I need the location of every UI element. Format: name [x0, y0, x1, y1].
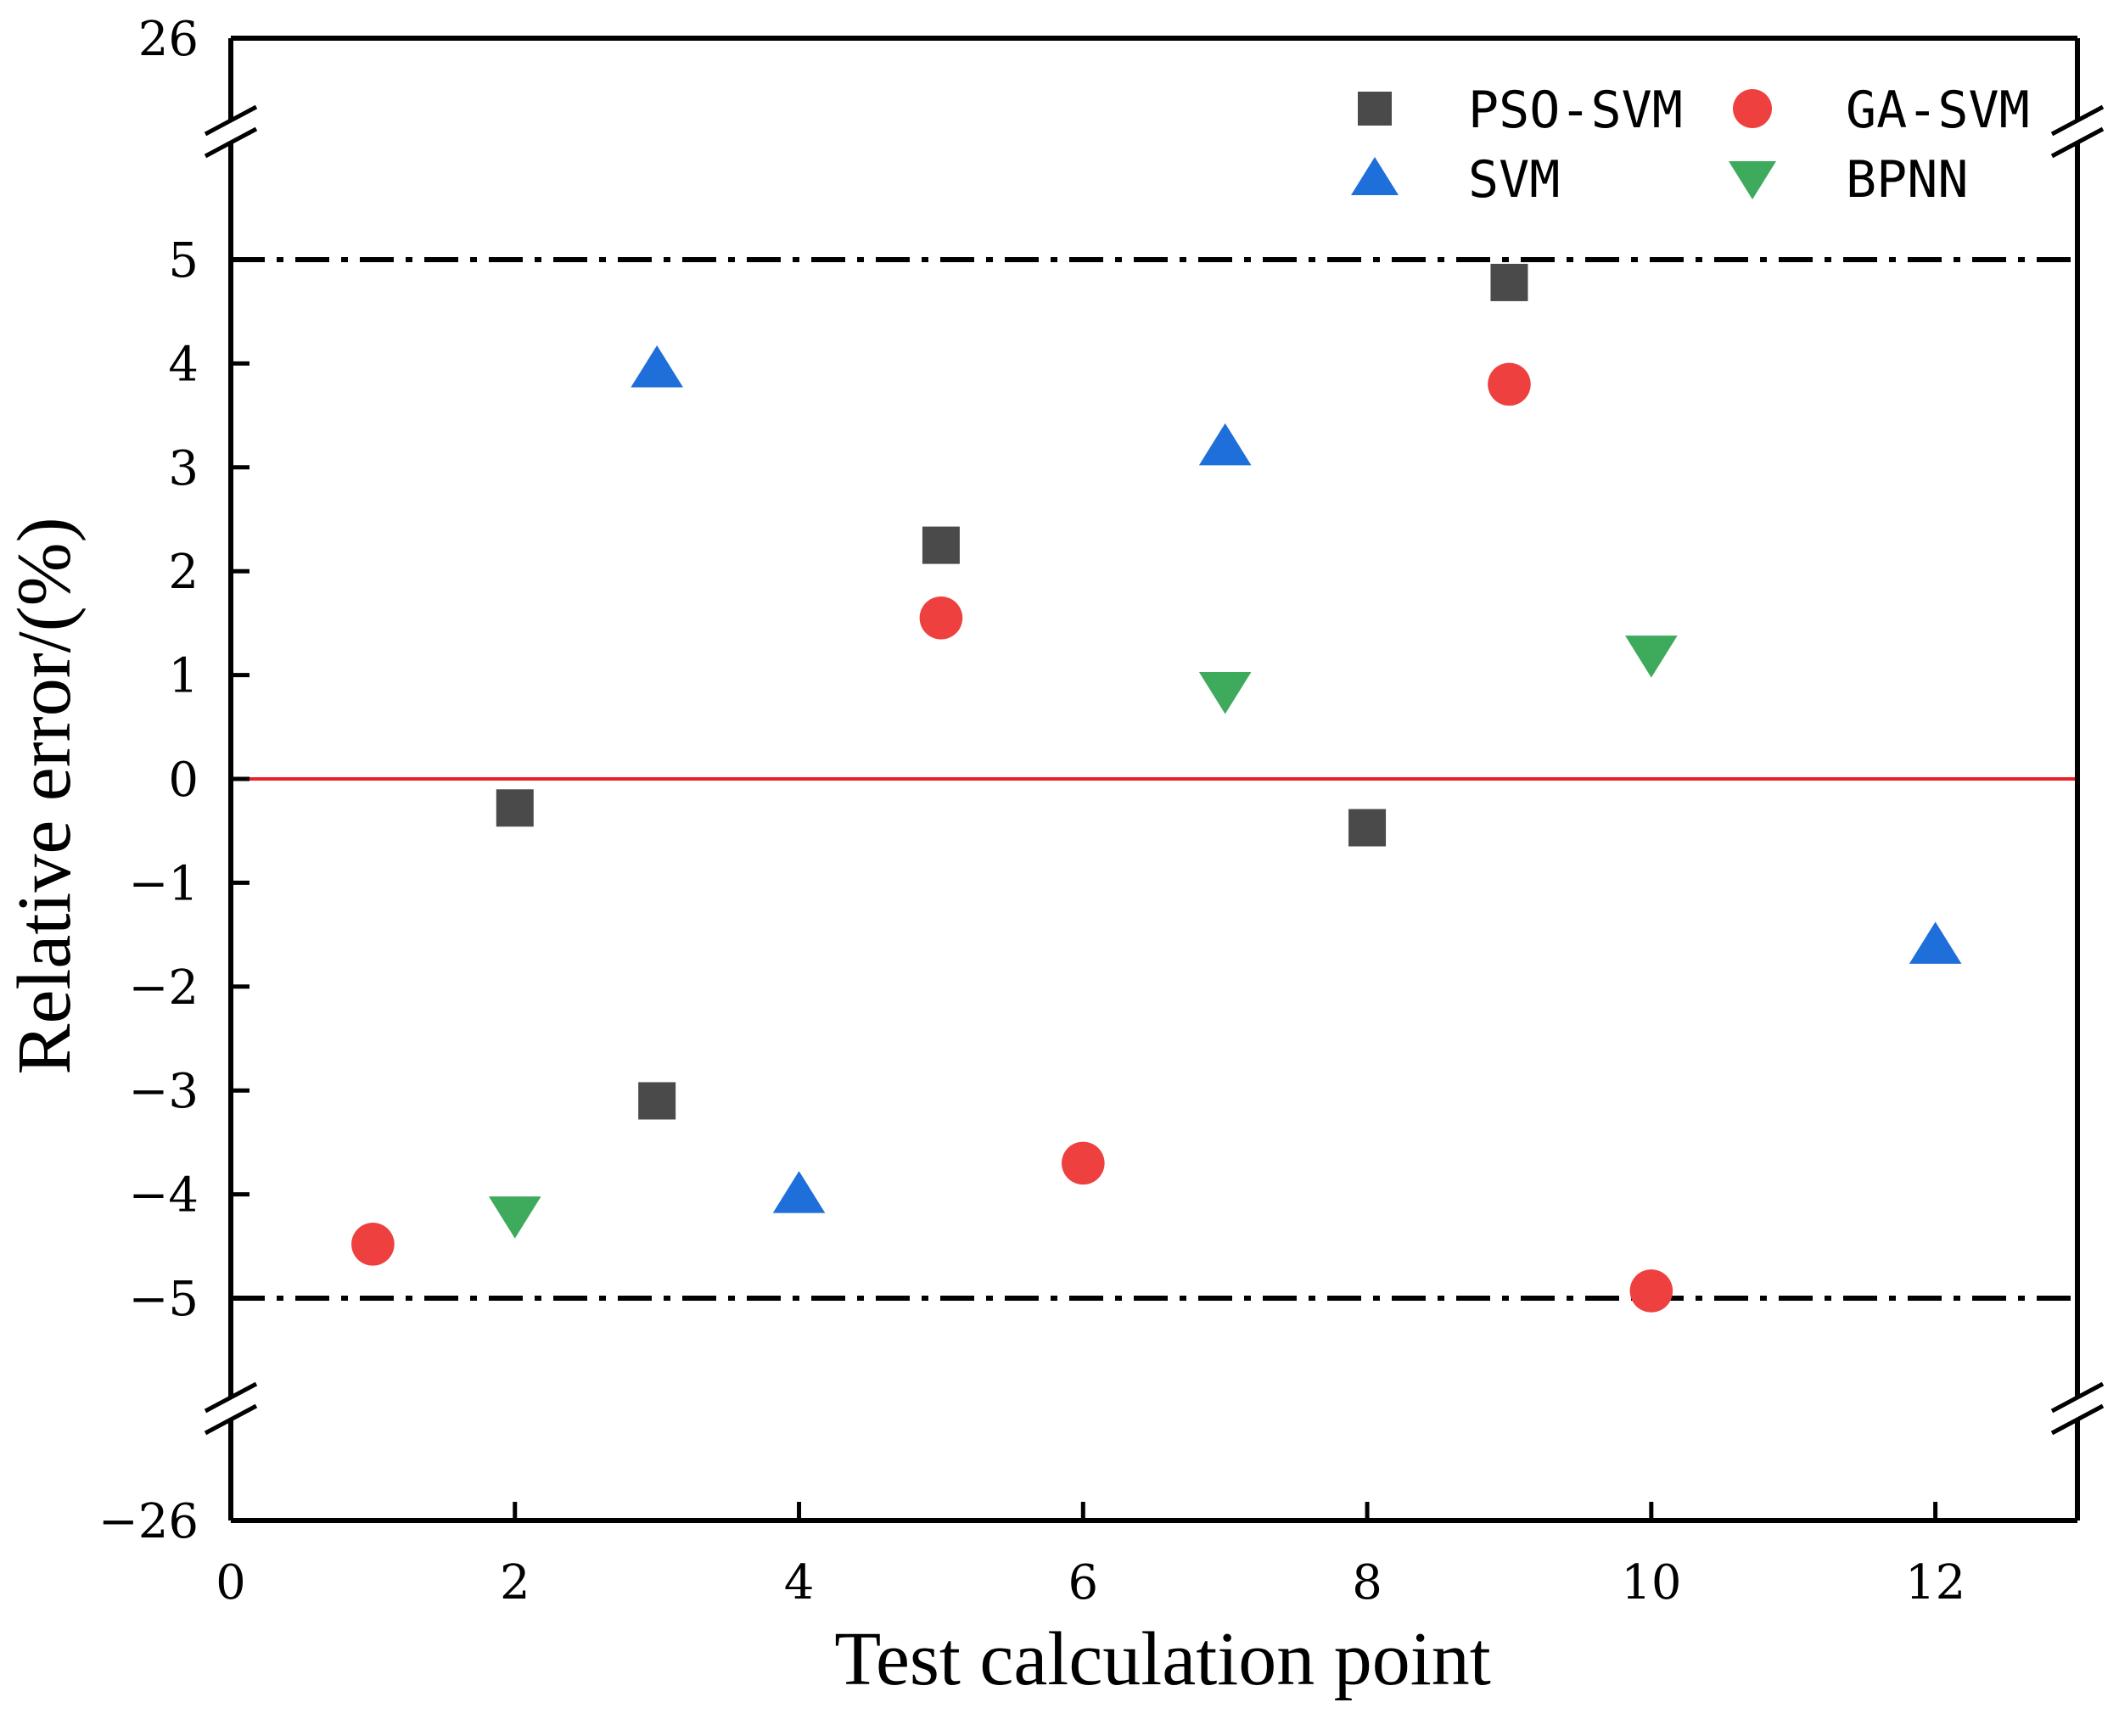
left-axis-break-mark-0-1 — [204, 126, 258, 159]
legend-label-pso-svm: PSO-SVM — [1468, 81, 1683, 140]
y-tick-label: 1 — [168, 649, 199, 704]
y-tick-label: 3 — [168, 441, 199, 496]
x-tick-label: 12 — [1905, 1555, 1965, 1610]
right-axis-break-mark-0-0 — [2050, 104, 2105, 137]
y-tick-label: −3 — [128, 1064, 199, 1119]
y-break-label-top: 26 — [138, 12, 199, 67]
right-axis-break-mark-1-1 — [2050, 1403, 2105, 1436]
y-tick-label: −1 — [128, 856, 199, 911]
y-tick-label: −4 — [128, 1168, 199, 1224]
legend-marker-pso-svm — [1358, 92, 1392, 126]
legend-marker-ga-svm — [1733, 89, 1772, 128]
legend-label-bpnn: BPNN — [1846, 150, 1969, 210]
x-tick-label: 4 — [784, 1555, 815, 1610]
y-break-label-bottom: −26 — [98, 1494, 199, 1549]
y-axis-title: Relative error/(%) — [3, 517, 87, 1074]
data-point-svm — [1909, 921, 1962, 964]
data-point-ga-svm — [1629, 1269, 1673, 1313]
data-point-bpnn — [1198, 671, 1252, 714]
data-point-svm — [772, 1171, 826, 1213]
data-point-ga-svm — [351, 1223, 395, 1266]
x-tick-label: 2 — [500, 1555, 530, 1610]
data-point-pso-svm — [496, 789, 534, 827]
y-tick-label: 0 — [168, 753, 199, 808]
data-point-pso-svm — [1348, 809, 1387, 847]
data-point-pso-svm — [1490, 263, 1528, 301]
legend-marker-svm — [1351, 157, 1399, 195]
data-point-ga-svm — [1488, 362, 1531, 406]
legend-marker-bpnn — [1729, 161, 1776, 199]
data-point-ga-svm — [919, 596, 963, 640]
y-tick-label: 2 — [168, 545, 199, 600]
y-tick-label: −2 — [128, 960, 199, 1016]
left-axis-break-mark-1-0 — [204, 1381, 258, 1414]
data-point-svm — [631, 345, 683, 388]
left-axis-break-mark-0-0 — [204, 104, 258, 137]
data-point-ga-svm — [1062, 1141, 1105, 1185]
x-axis-title: Test calculation point — [834, 1617, 1490, 1701]
left-axis-break-mark-1-1 — [204, 1403, 258, 1436]
x-tick-label: 0 — [216, 1555, 246, 1610]
y-tick-label: −5 — [128, 1272, 199, 1327]
y-tick-label: 4 — [168, 337, 199, 392]
x-tick-label: 10 — [1621, 1555, 1681, 1610]
data-point-bpnn — [1625, 636, 1678, 678]
right-axis-break-mark-1-0 — [2050, 1381, 2105, 1414]
x-tick-label: 6 — [1068, 1555, 1098, 1610]
x-tick-label: 8 — [1352, 1555, 1382, 1610]
data-point-svm — [1198, 423, 1252, 466]
y-tick-label: 5 — [168, 233, 199, 288]
data-point-bpnn — [488, 1196, 541, 1239]
right-axis-break-mark-0-1 — [2050, 126, 2105, 159]
legend-label-ga-svm: GA-SVM — [1846, 81, 2030, 140]
data-point-pso-svm — [922, 526, 960, 564]
data-point-pso-svm — [638, 1082, 676, 1120]
legend-label-svm: SVM — [1468, 150, 1560, 210]
